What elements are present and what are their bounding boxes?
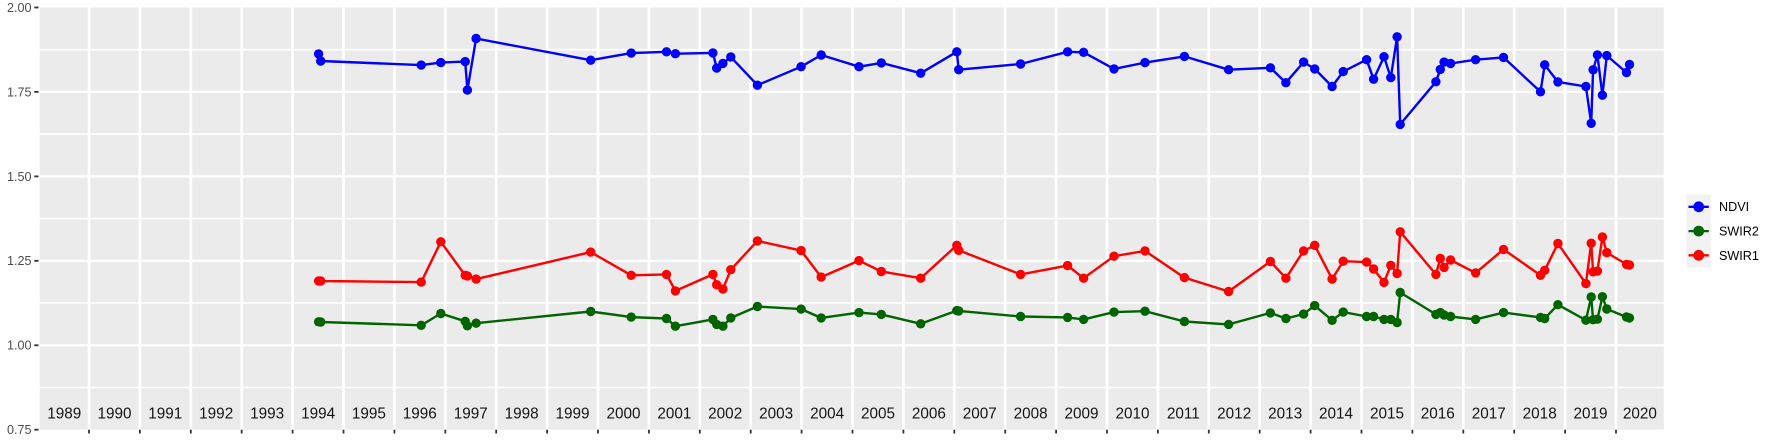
svg-text:1.25: 1.25 xyxy=(7,254,32,268)
svg-text:1.00: 1.00 xyxy=(7,339,32,353)
svg-text:2017: 2017 xyxy=(1472,406,1506,423)
svg-text:SWIR1: SWIR1 xyxy=(1719,249,1759,263)
svg-text:2.00: 2.00 xyxy=(7,1,32,15)
svg-text:1998: 1998 xyxy=(505,406,539,423)
svg-text:1991: 1991 xyxy=(148,406,182,423)
svg-text:SWIR2: SWIR2 xyxy=(1719,225,1759,239)
svg-text:2008: 2008 xyxy=(1014,406,1048,423)
svg-text:1996: 1996 xyxy=(403,406,437,423)
svg-text:2003: 2003 xyxy=(759,406,793,423)
svg-text:1.50: 1.50 xyxy=(7,170,32,184)
svg-text:1999: 1999 xyxy=(555,406,589,423)
svg-text:2000: 2000 xyxy=(606,406,640,423)
svg-text:1.75: 1.75 xyxy=(7,85,32,99)
svg-text:1992: 1992 xyxy=(199,406,233,423)
svg-text:2004: 2004 xyxy=(810,406,845,423)
svg-text:2006: 2006 xyxy=(912,406,946,423)
svg-text:2020: 2020 xyxy=(1623,406,1657,423)
svg-text:2018: 2018 xyxy=(1523,406,1557,423)
svg-text:1990: 1990 xyxy=(97,406,131,423)
svg-text:1989: 1989 xyxy=(47,406,81,423)
svg-text:2011: 2011 xyxy=(1167,406,1200,423)
svg-text:NDVI: NDVI xyxy=(1719,200,1749,214)
svg-text:2009: 2009 xyxy=(1064,406,1098,423)
svg-text:2015: 2015 xyxy=(1370,406,1404,423)
svg-text:2007: 2007 xyxy=(963,406,997,423)
svg-text:2016: 2016 xyxy=(1421,406,1455,423)
svg-text:2001: 2001 xyxy=(657,406,691,423)
svg-text:2014: 2014 xyxy=(1319,406,1354,423)
svg-text:0.75: 0.75 xyxy=(7,423,32,437)
svg-text:1993: 1993 xyxy=(250,406,284,423)
svg-text:2010: 2010 xyxy=(1115,406,1149,423)
svg-text:2013: 2013 xyxy=(1268,406,1302,423)
svg-text:2019: 2019 xyxy=(1573,406,1607,423)
svg-text:2005: 2005 xyxy=(861,406,895,423)
svg-text:1995: 1995 xyxy=(352,406,386,423)
svg-text:2012: 2012 xyxy=(1217,406,1251,423)
svg-text:2002: 2002 xyxy=(708,406,742,423)
svg-text:1994: 1994 xyxy=(301,406,336,423)
svg-text:1997: 1997 xyxy=(454,406,488,423)
